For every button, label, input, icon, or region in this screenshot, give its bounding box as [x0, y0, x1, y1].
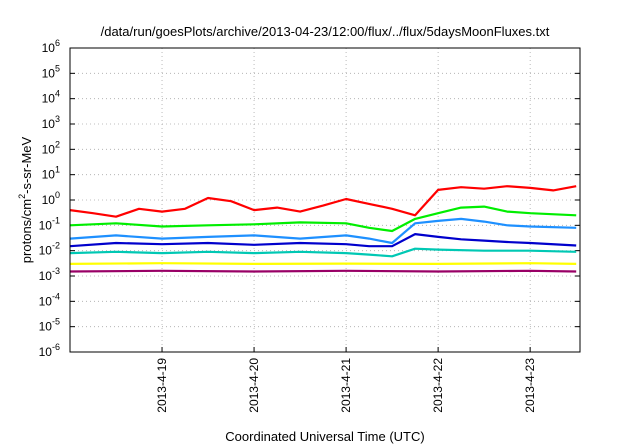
x-tick-label: 2013-4-19	[155, 358, 169, 413]
y-tick-label: 10-5	[39, 317, 60, 334]
y-tick-label: 105	[42, 63, 60, 80]
x-tick-labels: 2013-4-19 2013-4-20 2013-4-21 2013-4-22 2013…	[155, 358, 537, 413]
series-line-7	[69, 269, 577, 273]
y-tick-label: 10-3	[39, 266, 60, 283]
y-tick-label: 10-1	[39, 215, 60, 232]
series-line-6	[69, 262, 577, 265]
y-tick-label: 10-4	[39, 291, 60, 308]
x-tick-label: 2013-4-21	[339, 358, 353, 413]
y-tick-label: 103	[42, 114, 60, 131]
series-line-2	[69, 205, 577, 233]
series-line-1	[69, 185, 577, 218]
chart-title: /data/run/goesPlots/archive/2013-04-23/1…	[101, 24, 550, 39]
y-tick-label: 100	[42, 190, 60, 207]
y-tick-labels: 10-6 10-5 10-4 10-3 10-2 10-1 100 101 102 103 104 1…	[39, 38, 60, 359]
y-tick-label: 102	[42, 139, 60, 156]
grid-lines	[70, 47, 580, 353]
series-line-3	[69, 217, 577, 245]
plot-frame	[69, 47, 581, 353]
series-line-4	[69, 233, 577, 248]
y-tick-label: 106	[42, 38, 60, 55]
x-tick-label: 2013-4-23	[523, 358, 537, 413]
x-axis-label: Coordinated Universal Time (UTC)	[225, 429, 424, 444]
y-tick-label: 10-6	[39, 342, 60, 359]
series-line-5	[69, 247, 577, 258]
series-lines	[69, 185, 577, 273]
y-tick-label: 10-2	[39, 241, 60, 258]
x-tick-label: 2013-4-20	[247, 358, 261, 413]
y-tick-label: 104	[42, 89, 60, 106]
x-tick-label: 2013-4-22	[431, 358, 445, 413]
y-tick-label: 101	[42, 165, 60, 182]
y-axis-label: protons/cm2-s-sr-MeV	[17, 136, 34, 263]
